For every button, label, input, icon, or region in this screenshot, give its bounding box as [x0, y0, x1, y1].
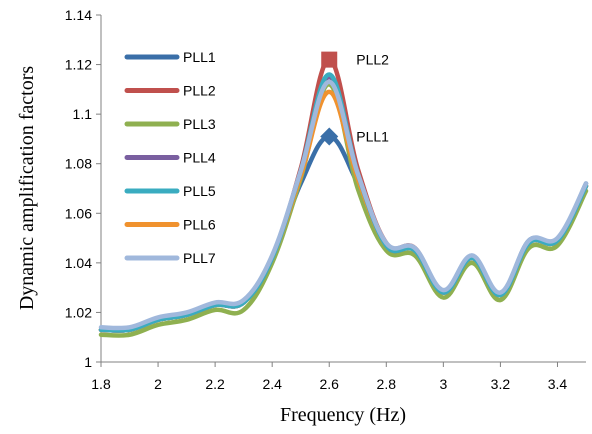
annotations: PLL2 PLL1 [320, 51, 389, 146]
x-tick-label: 2.4 [262, 376, 282, 392]
y-tick-labels: 1 1.02 1.04 1.06 1.08 1.1 1.12 1.14 [65, 7, 101, 370]
x-tick-label: 2.6 [320, 376, 340, 392]
annotation-marker-square [321, 51, 338, 68]
annotation-marker-diamond [320, 127, 339, 146]
x-tick-label: 2 [154, 376, 162, 392]
y-axis-title: Dynamic amplification factors [16, 66, 38, 311]
x-tick-labels: 1.8 2 2.2 2.4 2.6 2.8 3 3.2 3.4 [91, 362, 567, 392]
x-tick-label: 1.8 [91, 376, 111, 392]
series-line-pll6 [98, 89, 589, 333]
x-tick-label: 2.2 [205, 376, 225, 392]
series-line-pll7 [98, 79, 589, 331]
series-line-pll2 [98, 57, 589, 333]
y-tick-label: 1 [84, 354, 92, 370]
y-tick-label: 1.02 [65, 304, 92, 320]
legend-label: PLL2 [183, 83, 216, 99]
y-tick-label: 1.06 [65, 205, 92, 221]
legend-label: PLL4 [183, 150, 216, 166]
x-tick-label: 3.4 [548, 376, 568, 392]
legend-label: PLL1 [183, 49, 216, 65]
x-tick-label: 3 [439, 376, 447, 392]
x-tick-label: 2.8 [377, 376, 397, 392]
y-tick-label: 1.12 [65, 57, 92, 73]
annotation-label: PLL2 [356, 52, 389, 68]
annotation-label: PLL1 [356, 128, 389, 144]
y-tick-label: 1.1 [73, 106, 93, 122]
series-line-pll1 [98, 134, 589, 333]
series-lines [98, 57, 589, 338]
y-tick-label: 1.04 [65, 255, 92, 271]
y-tick-label: 1.08 [65, 156, 92, 172]
legend: PLL1 PLL2 PLL3 PLL4 PLL5 PLL6 PLL7 [124, 49, 216, 266]
axes [100, 15, 586, 363]
x-axis-title: Frequency (Hz) [280, 404, 406, 426]
x-tick-label: 3.2 [491, 376, 511, 392]
legend-label: PLL7 [183, 250, 216, 266]
legend-label: PLL3 [183, 116, 216, 132]
legend-label: PLL6 [183, 217, 216, 233]
y-tick-label: 1.14 [65, 7, 92, 23]
legend-label: PLL5 [183, 183, 216, 199]
